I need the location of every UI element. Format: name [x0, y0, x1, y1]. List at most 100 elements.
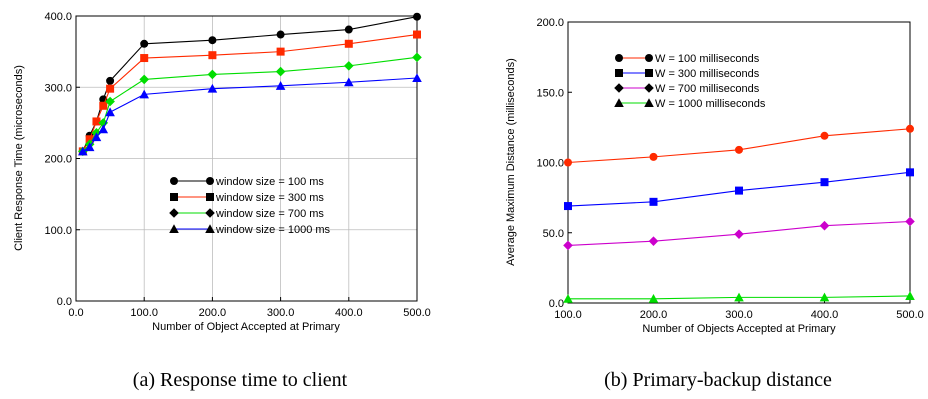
legend-label: window size = 1000 ms: [215, 224, 331, 236]
legend-marker: [645, 54, 653, 62]
data-point: [563, 240, 573, 251]
data-point: [275, 81, 286, 90]
chart-b-series: [563, 124, 915, 303]
series-4: [78, 73, 422, 156]
data-point: [99, 101, 108, 110]
data-point: [820, 131, 829, 140]
legend-item: W = 100 milliseconds: [615, 53, 760, 65]
series-2: [564, 168, 914, 211]
data-point: [140, 54, 149, 63]
legend-item: W = 300 milliseconds: [615, 68, 760, 80]
y-tick-label: 100.0: [44, 225, 72, 237]
data-point: [413, 30, 421, 39]
series-line: [82, 77, 418, 152]
legend-label: window size = 300 ms: [215, 192, 324, 204]
y-tick-label: 300.0: [44, 82, 72, 94]
data-point: [563, 293, 573, 303]
chart-a-grid: [76, 16, 417, 301]
data-point: [648, 236, 659, 246]
legend-label: window size = 700 ms: [215, 208, 324, 220]
legend-item: window size = 100 ms: [170, 176, 324, 188]
data-point: [91, 132, 102, 142]
legend-marker: [205, 224, 215, 233]
chart-a-ticks: 0.0 100.0 200.0 300.0 400.0 500.0 0.0 100.0 200.…: [44, 11, 430, 319]
data-point: [85, 135, 94, 144]
y-tick-label: 150.0: [536, 87, 564, 99]
data-point: [819, 220, 830, 231]
data-point: [344, 25, 353, 34]
legend-marker: [170, 193, 178, 201]
x-tick-label: 400.0: [811, 309, 839, 321]
legend-marker: [206, 193, 214, 201]
data-point: [92, 117, 101, 126]
data-point: [140, 39, 149, 48]
legend-marker: [205, 208, 215, 218]
y-tick-label: 200.0: [536, 17, 564, 29]
data-point: [344, 39, 353, 48]
data-point: [106, 76, 115, 85]
legend-item: window size = 1000 ms: [169, 224, 331, 236]
y-tick-label: 100.0: [536, 158, 564, 170]
y-tick-label: 200.0: [44, 154, 72, 166]
data-point: [564, 202, 572, 211]
y-tick-label: 400.0: [44, 11, 72, 23]
x-tick-label: 100.0: [130, 307, 158, 319]
chart-a-legend: window size = 100 ms window size = 300 ms…: [169, 176, 331, 236]
x-tick-label: 300.0: [267, 307, 295, 319]
data-point: [84, 142, 95, 152]
series-3: [78, 52, 422, 157]
data-point: [412, 52, 422, 63]
legend-item: W = 1000 milliseconds: [614, 98, 766, 110]
legend-label: W = 700 milliseconds: [655, 83, 760, 95]
x-tick-label: 400.0: [335, 307, 363, 319]
data-point: [649, 197, 658, 206]
series-3: [563, 216, 915, 251]
data-point: [819, 292, 830, 302]
legend-marker: [206, 177, 214, 185]
data-point: [564, 158, 572, 167]
data-point: [106, 84, 115, 93]
chart-b-legend: W = 100 milliseconds W = 300 milliseconds…: [614, 53, 766, 110]
legend-item: window size = 700 ms: [169, 208, 324, 220]
chart-a: 0.0 100.0 200.0 300.0 400.0 500.0 0.0 100.0 200.…: [13, 11, 431, 391]
data-point: [208, 51, 217, 60]
x-tick-label: 100.0: [554, 309, 582, 321]
data-point: [207, 69, 218, 80]
x-tick-label: 200.0: [199, 307, 227, 319]
series-line: [82, 56, 418, 152]
legend-label: window size = 100 ms: [215, 176, 324, 188]
chart-b-caption: (b) Primary-backup distance: [604, 369, 832, 391]
data-point: [207, 83, 218, 93]
y-tick-label: 50.0: [543, 228, 564, 240]
data-point: [734, 229, 744, 239]
legend-marker: [644, 83, 654, 93]
data-point: [276, 47, 285, 56]
data-point: [139, 74, 149, 85]
x-tick-label: 500.0: [896, 309, 924, 321]
x-tick-label: 200.0: [640, 309, 668, 321]
chart-a-caption: (a) Response time to client: [133, 369, 348, 391]
legend-marker: [615, 69, 623, 77]
data-point: [344, 61, 354, 71]
data-point: [905, 216, 915, 227]
series-2: [78, 30, 421, 156]
legend-marker: [169, 224, 179, 233]
legend-marker: [644, 98, 654, 107]
data-point: [78, 146, 88, 156]
data-point: [344, 77, 354, 87]
chart-a-series: [78, 12, 422, 157]
series-1: [78, 12, 421, 156]
data-point: [105, 107, 115, 117]
chart-b: 100.0 200.0 300.0 400.0 500.0 0.0 50.0 100.0 150…: [505, 17, 924, 391]
chart-b-xlabel: Number of Objects Accepted at Primary: [642, 323, 836, 335]
data-point: [208, 36, 217, 45]
data-point: [648, 293, 659, 303]
legend-item: W = 700 milliseconds: [614, 83, 760, 95]
x-tick-label: 500.0: [403, 307, 431, 319]
y-tick-label: 0.0: [549, 298, 564, 310]
legend-item: window size = 300 ms: [170, 192, 324, 204]
data-point: [905, 291, 915, 300]
y-tick-label: 0.0: [57, 296, 72, 308]
data-point: [413, 12, 421, 21]
